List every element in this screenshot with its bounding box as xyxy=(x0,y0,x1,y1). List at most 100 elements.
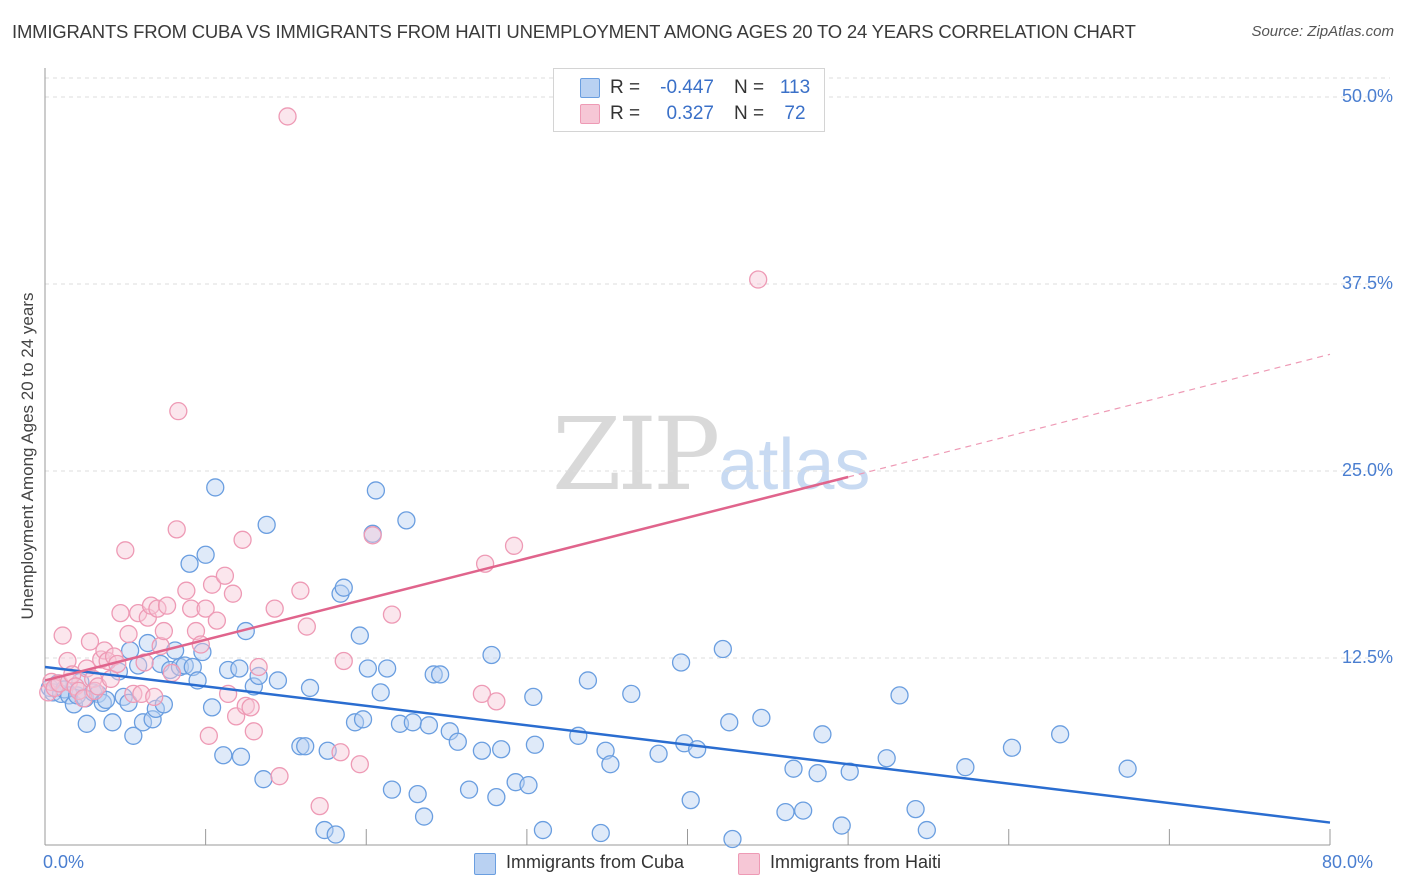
point-haiti xyxy=(167,520,186,539)
point-cuba xyxy=(430,665,450,684)
point-cuba xyxy=(720,713,739,732)
point-cuba xyxy=(214,746,233,765)
point-cuba xyxy=(268,671,288,690)
y-tick-label: 12.5% xyxy=(1341,647,1393,667)
point-cuba xyxy=(601,755,620,774)
point-haiti xyxy=(196,599,215,618)
point-cuba xyxy=(832,816,851,835)
point-cuba xyxy=(956,758,975,777)
point-cuba xyxy=(296,737,315,756)
y-tick-label: 25.0% xyxy=(1341,460,1393,480)
point-haiti xyxy=(116,541,135,560)
legend-n-label: N = xyxy=(734,77,765,98)
legend-n-value: 113 xyxy=(779,77,811,98)
point-cuba xyxy=(1002,738,1022,757)
legend-n-value: 72 xyxy=(784,103,806,124)
point-cuba xyxy=(524,687,543,707)
legend-r-label: R = xyxy=(610,103,641,124)
point-cuba xyxy=(371,683,390,702)
trend-line-haiti xyxy=(44,475,849,682)
point-cuba xyxy=(808,764,827,783)
point-haiti xyxy=(95,641,114,660)
trend-lines xyxy=(44,353,1331,824)
point-haiti xyxy=(157,596,177,615)
trend-line-haiti-extrapolated xyxy=(847,353,1331,478)
point-haiti xyxy=(350,755,369,774)
point-cuba xyxy=(382,780,402,799)
point-cuba xyxy=(397,511,416,530)
legend-swatch-cuba xyxy=(580,78,600,98)
point-haiti xyxy=(186,621,206,641)
point-haiti xyxy=(334,651,353,671)
point-cuba xyxy=(482,645,501,665)
point-cuba xyxy=(358,659,378,678)
point-cuba xyxy=(622,684,641,704)
point-haiti xyxy=(310,796,329,816)
point-cuba xyxy=(596,741,615,760)
point-haiti xyxy=(223,584,243,603)
point-cuba xyxy=(300,678,320,698)
point-cuba xyxy=(353,710,373,729)
bottom-legend-swatch-haiti xyxy=(738,853,760,875)
point-cuba xyxy=(525,735,545,754)
point-cuba xyxy=(459,780,479,799)
legend-n-label: N = xyxy=(734,103,765,124)
point-cuba xyxy=(906,799,925,819)
legend-r-label: R = xyxy=(610,77,641,98)
point-cuba xyxy=(196,545,215,564)
point-haiti xyxy=(233,530,252,549)
bottom-legend-swatch-cuba xyxy=(474,853,496,875)
point-cuba xyxy=(119,693,138,713)
point-cuba xyxy=(681,790,700,810)
point-cuba xyxy=(366,481,386,500)
point-cuba xyxy=(408,784,427,804)
point-haiti xyxy=(749,270,768,289)
point-haiti xyxy=(363,526,382,545)
bottom-legend-label-cuba: Immigrants from Cuba xyxy=(506,852,685,872)
point-haiti xyxy=(202,575,222,594)
point-haiti xyxy=(80,632,100,651)
point-haiti xyxy=(145,687,164,707)
point-cuba xyxy=(377,659,397,678)
y-tick-label: 37.5% xyxy=(1341,273,1393,293)
point-haiti xyxy=(291,581,310,600)
point-haiti xyxy=(472,684,492,704)
point-cuba xyxy=(487,787,506,807)
point-cuba xyxy=(315,820,334,840)
x-tick-label-max: 80.0% xyxy=(1322,852,1374,872)
point-haiti xyxy=(382,605,402,624)
point-cuba xyxy=(776,802,795,822)
point-haiti xyxy=(199,726,218,745)
x-tick-label-min: 0.0% xyxy=(43,852,85,872)
point-cuba xyxy=(917,820,936,840)
point-haiti xyxy=(53,626,72,645)
point-cuba xyxy=(202,698,222,717)
point-cuba xyxy=(326,825,345,844)
point-cuba xyxy=(403,713,422,732)
point-cuba xyxy=(103,713,122,732)
point-cuba xyxy=(124,726,143,745)
point-cuba xyxy=(419,716,439,735)
point-cuba xyxy=(752,708,771,727)
source-label: Source: ZipAtlas.com xyxy=(1251,23,1394,40)
point-cuba xyxy=(713,639,732,659)
legend-r-value: 0.327 xyxy=(666,103,714,124)
point-cuba xyxy=(519,776,538,795)
point-cuba xyxy=(414,807,434,826)
point-haiti xyxy=(278,107,297,126)
point-haiti xyxy=(331,743,350,762)
point-cuba xyxy=(472,741,492,760)
point-cuba xyxy=(1051,725,1070,744)
point-cuba xyxy=(813,725,832,744)
point-haiti xyxy=(241,698,260,717)
point-cuba xyxy=(257,515,276,535)
point-haiti xyxy=(154,621,174,641)
grid-lines xyxy=(45,77,1390,659)
point-cuba xyxy=(77,714,96,733)
point-cuba xyxy=(591,823,610,843)
point-haiti xyxy=(111,603,130,623)
trend-line-cuba xyxy=(44,665,1331,824)
point-haiti xyxy=(207,611,227,630)
point-cuba xyxy=(231,747,251,766)
point-cuba xyxy=(291,737,310,756)
